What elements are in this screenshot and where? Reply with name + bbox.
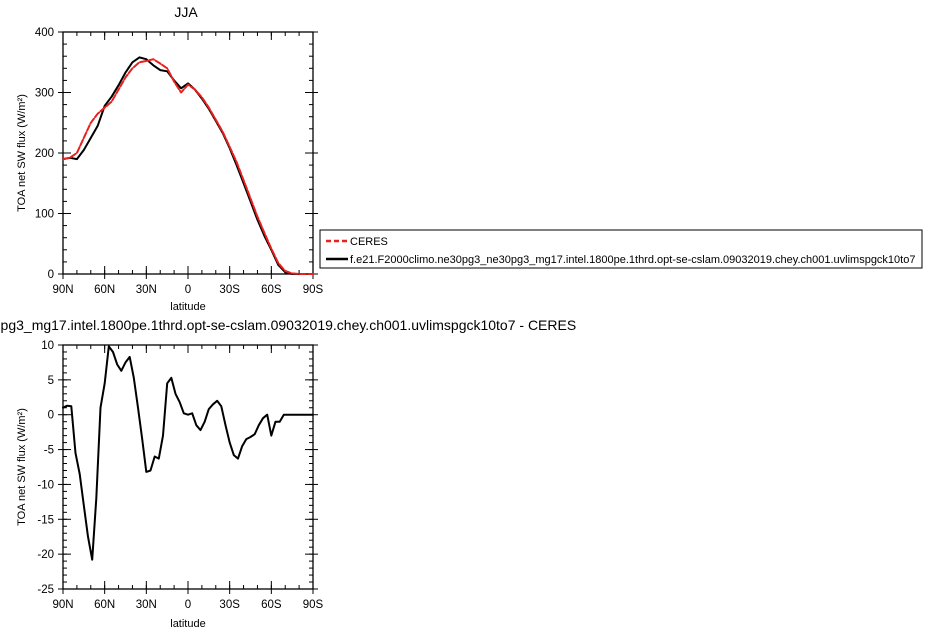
- top-y-tick-label: 0: [48, 269, 54, 281]
- top-x-tick-label: 60S: [261, 284, 282, 296]
- bottom-x-tick-label: 60N: [94, 599, 115, 611]
- top-plot-frame: [62, 31, 314, 275]
- bottom-x-tick-label: 30S: [219, 599, 240, 611]
- top-y-tick-label: 200: [35, 148, 54, 160]
- top-panel: JJA 90N 60N 30N 0 30S 60S 90S 0 100 200 300 400 lat…: [16, 4, 324, 313]
- bottom-x-tick-label: 60S: [261, 599, 282, 611]
- top-x-tick-label: 30S: [219, 284, 240, 296]
- bottom-axis-ticks: 90N 60N 30N 0 30S 60S 90S -25 -20 -15 -10 -5 0 5 10: [37, 340, 323, 611]
- bottom-y-tick-label: -5: [44, 445, 54, 457]
- bottom-x-tick-label: 90S: [303, 599, 324, 611]
- bottom-y-tick-label: 10: [41, 340, 54, 352]
- top-x-tick-label: 90S: [303, 284, 324, 296]
- top-x-tick-label: 30N: [136, 284, 157, 296]
- legend: CERES f.e21.F2000climo.ne30pg3_ne30pg3_m…: [319, 229, 923, 269]
- bottom-series-line-0: [62, 345, 314, 561]
- top-x-axis-label: latitude: [170, 301, 205, 313]
- bottom-plot-frame: [62, 344, 314, 590]
- bottom-y-axis-label: TOA net SW flux (W/m²): [16, 408, 28, 526]
- bottom-y-tick-label: -25: [37, 584, 54, 596]
- bottom-y-tick-label: -10: [37, 479, 54, 491]
- legend-label-ceres: CERES: [350, 236, 388, 248]
- top-x-tick-label: 90N: [52, 284, 73, 296]
- bottom-x-tick-label: 90N: [52, 599, 73, 611]
- bottom-panel: f.e21.F2000climo.ne30pg3_ne30pg3_mg17.in…: [0, 317, 576, 630]
- top-panel-title: JJA: [174, 4, 198, 20]
- top-x-tick-label: 60N: [94, 284, 115, 296]
- top-x-tick-label: 0: [185, 284, 191, 296]
- top-y-tick-label: 100: [35, 209, 54, 221]
- top-y-tick-label: 300: [35, 88, 54, 100]
- bottom-y-tick-label: -15: [37, 514, 54, 526]
- bottom-x-tick-label: 0: [185, 599, 191, 611]
- bottom-x-tick-label: 30N: [136, 599, 157, 611]
- bottom-y-tick-label: -20: [37, 549, 54, 561]
- top-y-axis-label: TOA net SW flux (W/m²): [16, 94, 28, 212]
- top-axis-ticks: 90N 60N 30N 0 30S 60S 90S 0 100 200 300 400: [35, 27, 324, 296]
- legend-frame: [319, 229, 923, 269]
- legend-label-model: f.e21.F2000climo.ne30pg3_ne30pg3_mg17.in…: [350, 254, 915, 266]
- top-series-group: [62, 56, 314, 275]
- bottom-panel-title: f.e21.F2000climo.ne30pg3_ne30pg3_mg17.in…: [0, 317, 576, 333]
- bottom-series-group: [62, 345, 314, 561]
- bottom-x-axis-label: latitude: [170, 618, 205, 630]
- top-series-line-0: [62, 58, 314, 275]
- top-y-tick-label: 400: [35, 27, 54, 39]
- bottom-y-tick-label: 0: [48, 410, 54, 422]
- top-series-line-1: [62, 56, 314, 275]
- bottom-y-tick-label: 5: [48, 375, 54, 387]
